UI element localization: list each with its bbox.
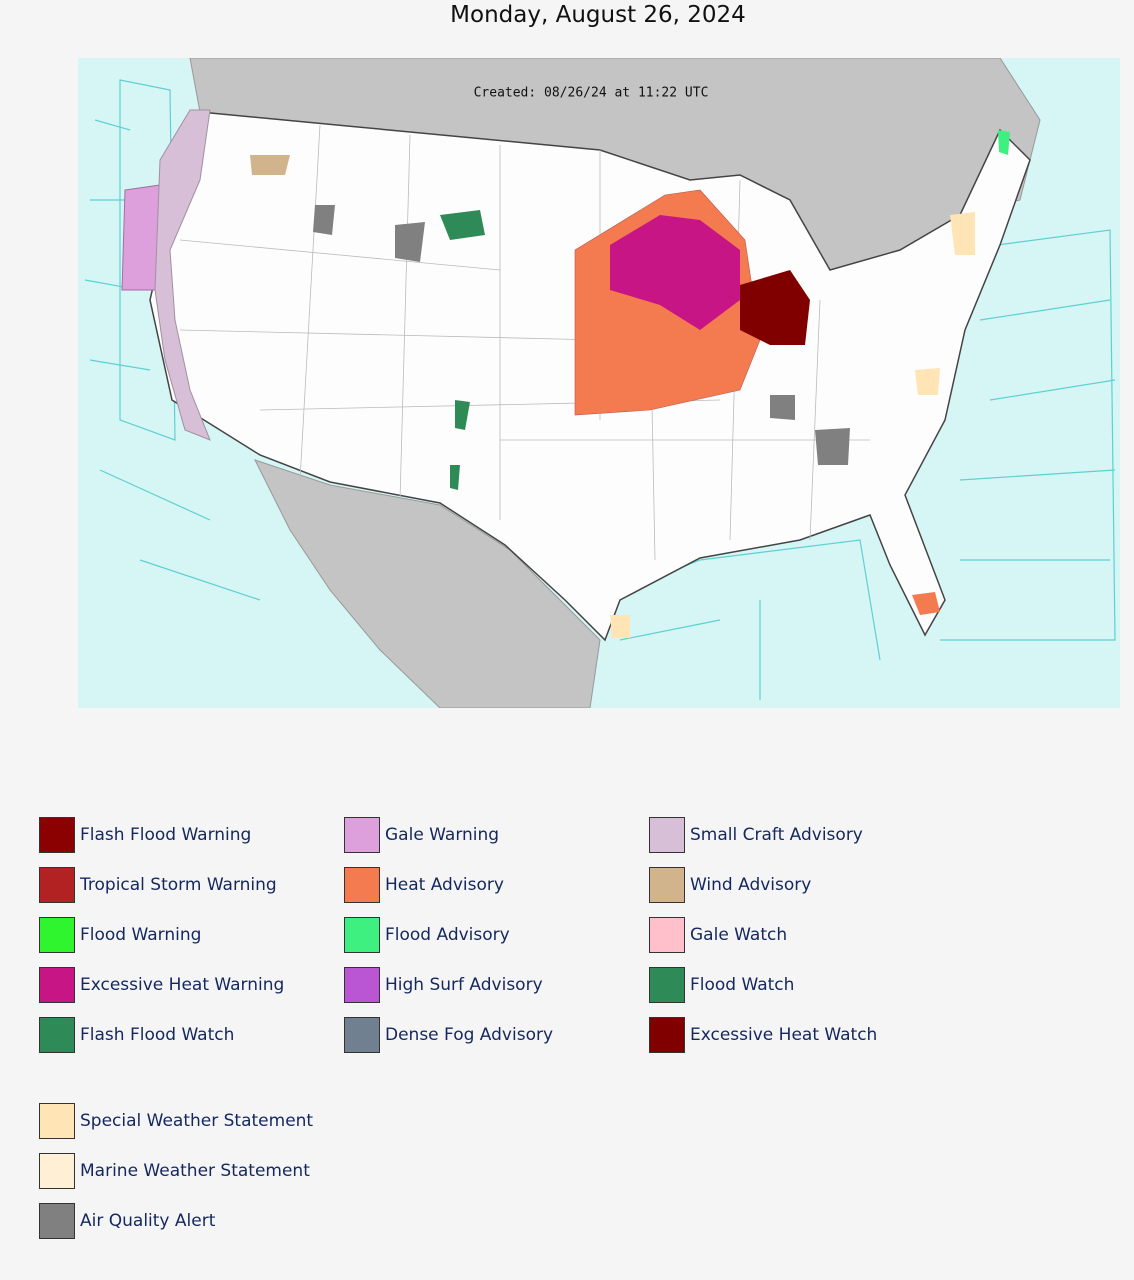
legend-item: Small Craft Advisory [649,816,863,854]
legend-item: Flash Flood Watch [39,1016,234,1054]
legend-label: Flash Flood Watch [80,1025,235,1045]
legend-item: Heat Advisory [344,866,504,904]
legend-swatch [344,867,380,903]
small-craft-area [154,109,211,441]
alert-map: Created: 08/26/24 at 11:22 UTC [78,58,1120,708]
legend-label: Marine Weather Statement [80,1161,310,1181]
legend-label: Tropical Storm Warning [80,875,277,895]
legend-item: Flash Flood Warning [39,816,251,854]
flash-flood-watch-area [450,400,470,490]
legend-item: High Surf Advisory [344,966,543,1004]
legend-item: Special Weather Statement [39,1102,313,1140]
legend-label: High Surf Advisory [385,975,543,995]
legend-label: Flood Watch [690,975,795,995]
legend-swatch [39,817,75,853]
legend-swatch [39,917,75,953]
marine-zones [84,79,1116,700]
excessive-heat-watch-area [740,270,810,345]
legend-label: Dense Fog Advisory [385,1025,554,1045]
legend-label: Heat Advisory [385,875,504,895]
excessive-heat-warning-area [610,215,740,330]
wind-advisory-area [250,155,290,175]
legend-item: Air Quality Alert [39,1202,215,1240]
legend-item: Gale Warning [344,816,499,854]
flood-watch-area [440,210,485,240]
legend-swatch [344,1017,380,1053]
legend-swatch [649,967,685,1003]
legend-swatch [39,1153,75,1189]
legend-swatch [344,817,380,853]
legend-label: Small Craft Advisory [690,825,863,845]
legend-item: Flood Warning [39,916,201,954]
legend-swatch [344,917,380,953]
heat-advisory-florida [912,592,940,615]
legend-swatch [649,867,685,903]
legend-swatch [649,1017,685,1053]
legend-item: Tropical Storm Warning [39,866,277,904]
legend-swatch [39,1017,75,1053]
legend-swatch [39,967,75,1003]
legend-item: Flood Watch [649,966,794,1004]
legend-swatch [344,967,380,1003]
legend-swatch [39,1203,75,1239]
mexico [254,459,601,708]
legend-label: Excessive Heat Warning [80,975,285,995]
legend-label: Air Quality Alert [80,1211,216,1231]
legend-item: Dense Fog Advisory [344,1016,553,1054]
legend-item: Excessive Heat Watch [649,1016,877,1054]
legend-item: Flood Advisory [344,916,510,954]
legend-label: Excessive Heat Watch [690,1025,878,1045]
legend-swatch [649,817,685,853]
legend-item: Marine Weather Statement [39,1152,310,1190]
legend-label: Wind Advisory [690,875,812,895]
legend-label: Gale Warning [385,825,500,845]
legend-label: Gale Watch [690,925,788,945]
legend-item: Wind Advisory [649,866,811,904]
legend-swatch [39,1103,75,1139]
legend-label: Flood Advisory [385,925,510,945]
legend-label: Flash Flood Warning [80,825,252,845]
legend-swatch [649,917,685,953]
legend-item: Excessive Heat Warning [39,966,284,1004]
gale-warning-area [121,184,161,291]
page-title: Monday, August 26, 2024 [450,2,746,28]
legend-swatch [39,867,75,903]
legend-label: Flood Warning [80,925,202,945]
created-stamp: Created: 08/26/24 at 11:22 UTC [474,86,709,101]
flood-advisory-area [998,130,1010,155]
legend-label: Special Weather Statement [80,1111,314,1131]
legend-item: Gale Watch [649,916,787,954]
